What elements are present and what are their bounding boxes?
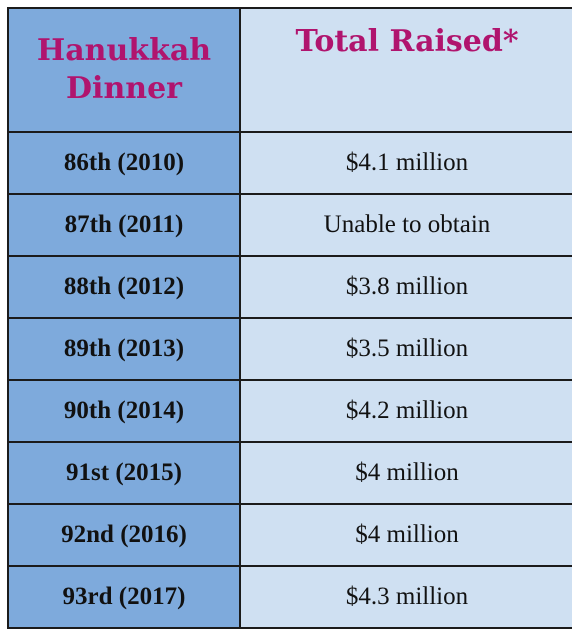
raised-cell: $4.1 million — [239, 131, 572, 195]
raised-cell: $4 million — [239, 441, 572, 505]
table-row: 91st (2015) $4 million — [7, 441, 572, 505]
edition-cell: 90th (2014) — [7, 379, 241, 443]
edition-cell: 89th (2013) — [7, 317, 241, 381]
table-row: 92nd (2016) $4 million — [7, 503, 572, 567]
table-row: 88th (2012) $3.8 million — [7, 255, 572, 319]
header-total-raised: Total Raised* — [239, 7, 572, 133]
header-hanukkah-dinner: Hanukkah Dinner — [7, 7, 241, 133]
table-row: 86th (2010) $4.1 million — [7, 131, 572, 195]
table-row: 90th (2014) $4.2 million — [7, 379, 572, 443]
edition-cell: 86th (2010) — [7, 131, 241, 195]
fundraising-table: Hanukkah Dinner Total Raised* 86th (2010… — [7, 7, 572, 629]
edition-cell: 93rd (2017) — [7, 565, 241, 629]
edition-cell: 91st (2015) — [7, 441, 241, 505]
raised-cell: $4.3 million — [239, 565, 572, 629]
header-row: Hanukkah Dinner Total Raised* — [7, 7, 572, 133]
table-row: 89th (2013) $3.5 million — [7, 317, 572, 381]
table-row: 87th (2011) Unable to obtain — [7, 193, 572, 257]
raised-cell: $4.2 million — [239, 379, 572, 443]
raised-cell: $4 million — [239, 503, 572, 567]
edition-cell: 88th (2012) — [7, 255, 241, 319]
table-row: 93rd (2017) $4.3 million — [7, 565, 572, 629]
fundraising-table-container: Hanukkah Dinner Total Raised* 86th (2010… — [7, 7, 572, 629]
raised-cell: $3.5 million — [239, 317, 572, 381]
edition-cell: 92nd (2016) — [7, 503, 241, 567]
raised-cell: Unable to obtain — [239, 193, 572, 257]
raised-cell: $3.8 million — [239, 255, 572, 319]
edition-cell: 87th (2011) — [7, 193, 241, 257]
